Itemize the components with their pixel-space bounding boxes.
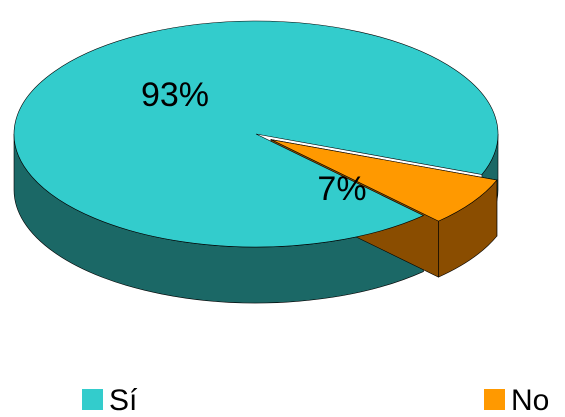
slice-si — [13, 20, 499, 248]
slice-no — [270, 139, 498, 222]
legend: Sí No — [82, 384, 549, 417]
legend-label-no: No — [511, 384, 549, 417]
legend-label-si: Sí — [109, 384, 138, 417]
legend-swatch-si — [82, 389, 103, 410]
pie-tops — [13, 20, 499, 248]
data-label-si: 93% — [141, 76, 209, 114]
legend-swatch-no — [484, 389, 505, 410]
data-label-no: 7% — [317, 170, 366, 208]
